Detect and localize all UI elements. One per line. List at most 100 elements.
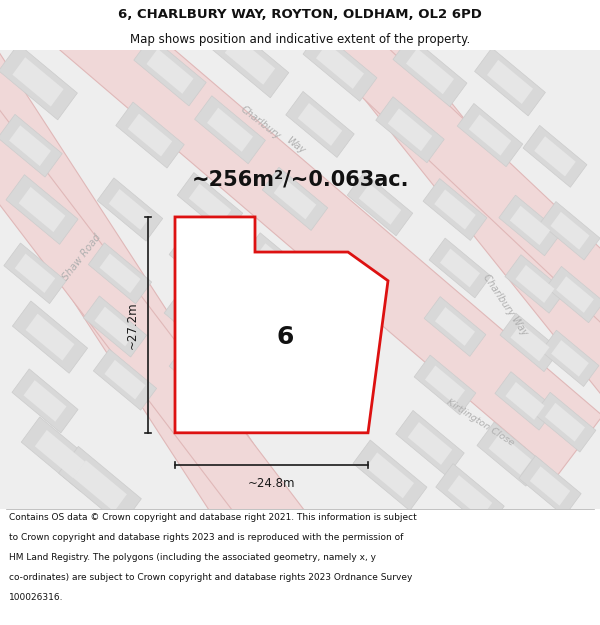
Polygon shape [556, 276, 594, 313]
Polygon shape [194, 96, 265, 164]
Text: co-ordinates) are subject to Crown copyright and database rights 2023 Ordnance S: co-ordinates) are subject to Crown copyr… [9, 573, 412, 582]
Polygon shape [100, 254, 140, 293]
Polygon shape [534, 392, 596, 452]
Polygon shape [134, 37, 206, 106]
Text: ~24.8m: ~24.8m [248, 478, 295, 491]
Polygon shape [515, 265, 554, 303]
Polygon shape [244, 232, 306, 292]
Polygon shape [286, 91, 354, 158]
Polygon shape [505, 255, 565, 313]
Text: Charlbury: Charlbury [238, 104, 282, 141]
Polygon shape [169, 232, 231, 292]
Polygon shape [511, 323, 550, 361]
Text: ~27.2m: ~27.2m [125, 301, 139, 349]
Polygon shape [128, 114, 172, 156]
Polygon shape [164, 291, 226, 351]
Polygon shape [475, 48, 545, 116]
Polygon shape [546, 266, 600, 322]
Polygon shape [434, 189, 476, 229]
Polygon shape [429, 238, 491, 298]
Polygon shape [169, 344, 231, 404]
Polygon shape [104, 360, 146, 399]
Polygon shape [225, 36, 275, 85]
Text: HM Land Registry. The polygons (including the associated geometry, namely x, y: HM Land Registry. The polygons (includin… [9, 553, 376, 562]
Polygon shape [6, 174, 78, 244]
Polygon shape [406, 48, 454, 94]
Polygon shape [495, 372, 555, 430]
Polygon shape [530, 466, 570, 506]
Polygon shape [550, 212, 590, 250]
Text: Kirtlington Close: Kirtlington Close [445, 397, 515, 448]
Polygon shape [353, 440, 427, 511]
Polygon shape [393, 36, 467, 107]
Polygon shape [109, 189, 151, 230]
Polygon shape [4, 243, 66, 304]
Polygon shape [0, 114, 62, 177]
Polygon shape [94, 349, 157, 410]
Polygon shape [15, 254, 55, 293]
Polygon shape [423, 179, 487, 241]
Polygon shape [177, 173, 243, 236]
Polygon shape [175, 217, 388, 432]
Polygon shape [83, 296, 146, 357]
Polygon shape [88, 242, 152, 304]
Polygon shape [26, 314, 74, 361]
Text: Way: Way [284, 136, 307, 156]
Polygon shape [541, 330, 599, 386]
Polygon shape [146, 49, 194, 94]
Text: Map shows position and indicative extent of the property.: Map shows position and indicative extent… [130, 32, 470, 46]
Polygon shape [448, 475, 492, 518]
Polygon shape [23, 380, 67, 422]
Polygon shape [347, 173, 413, 236]
Text: 100026316.: 100026316. [9, 594, 64, 602]
Polygon shape [35, 430, 85, 478]
Polygon shape [274, 178, 316, 219]
Text: Charlbury Way: Charlbury Way [481, 272, 529, 338]
Polygon shape [435, 307, 475, 346]
Polygon shape [255, 243, 295, 282]
Polygon shape [436, 464, 504, 529]
Polygon shape [477, 422, 543, 486]
Polygon shape [0, 7, 310, 574]
Polygon shape [316, 43, 364, 89]
Polygon shape [19, 187, 65, 232]
Polygon shape [326, 7, 600, 425]
Polygon shape [303, 31, 377, 101]
Polygon shape [500, 313, 560, 372]
Polygon shape [0, 86, 322, 571]
Polygon shape [540, 201, 600, 260]
Polygon shape [13, 58, 64, 107]
Polygon shape [298, 103, 342, 146]
Polygon shape [59, 446, 142, 526]
Polygon shape [424, 297, 486, 356]
Polygon shape [551, 340, 589, 377]
Polygon shape [180, 243, 220, 282]
Polygon shape [180, 355, 220, 394]
Polygon shape [323, 19, 600, 381]
Polygon shape [523, 126, 587, 188]
Polygon shape [97, 178, 163, 241]
Text: 6, CHARLBURY WAY, ROYTON, OLDHAM, OL2 6PD: 6, CHARLBURY WAY, ROYTON, OLDHAM, OL2 6P… [118, 8, 482, 21]
Polygon shape [440, 249, 480, 288]
Polygon shape [94, 307, 136, 346]
Polygon shape [12, 369, 78, 433]
Text: to Crown copyright and database rights 2023 and is reproduced with the permissio: to Crown copyright and database rights 2… [9, 532, 403, 542]
Text: Contains OS data © Crown copyright and database right 2021. This information is : Contains OS data © Crown copyright and d… [9, 512, 417, 521]
Polygon shape [13, 301, 88, 373]
Polygon shape [425, 366, 465, 404]
Text: ~256m²/~0.063ac.: ~256m²/~0.063ac. [191, 170, 409, 190]
Polygon shape [545, 402, 585, 442]
Polygon shape [359, 184, 401, 225]
Polygon shape [211, 24, 289, 98]
Polygon shape [534, 136, 576, 176]
Polygon shape [388, 108, 432, 151]
Text: Shaw Road: Shaw Road [61, 232, 103, 282]
Polygon shape [366, 452, 414, 498]
Polygon shape [469, 114, 511, 156]
Polygon shape [488, 433, 532, 475]
Polygon shape [396, 411, 464, 476]
Polygon shape [21, 417, 99, 491]
Polygon shape [9, 125, 51, 166]
Polygon shape [175, 302, 215, 341]
Text: 6: 6 [277, 325, 293, 349]
